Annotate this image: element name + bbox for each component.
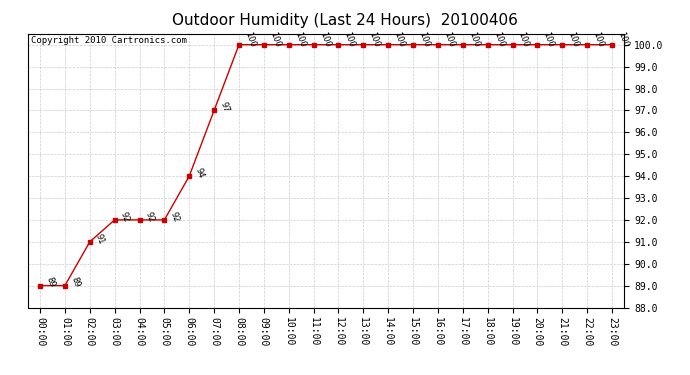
Text: 92: 92 (168, 210, 181, 223)
Text: 100: 100 (616, 30, 630, 48)
Text: 100: 100 (393, 30, 406, 48)
Text: 100: 100 (318, 30, 332, 48)
Text: 100: 100 (467, 30, 481, 48)
Text: 94: 94 (193, 166, 206, 180)
Text: 100: 100 (442, 30, 456, 48)
Text: Copyright 2010 Cartronics.com: Copyright 2010 Cartronics.com (30, 36, 186, 45)
Text: 100: 100 (492, 30, 506, 48)
Text: 100: 100 (517, 30, 531, 48)
Text: 97: 97 (218, 101, 230, 114)
Text: 100: 100 (591, 30, 605, 48)
Text: 89: 89 (44, 276, 57, 289)
Text: 100: 100 (268, 30, 282, 48)
Text: 100: 100 (542, 30, 555, 48)
Text: 92: 92 (144, 210, 156, 223)
Text: 100: 100 (293, 30, 307, 48)
Text: 89: 89 (69, 276, 81, 289)
Text: 100: 100 (417, 30, 431, 48)
Text: 91: 91 (94, 232, 106, 245)
Text: 100: 100 (368, 30, 382, 48)
Text: 100: 100 (566, 30, 580, 48)
Text: 92: 92 (119, 210, 131, 223)
Text: Outdoor Humidity (Last 24 Hours)  20100406: Outdoor Humidity (Last 24 Hours) 2010040… (172, 13, 518, 28)
Text: 100: 100 (243, 30, 257, 48)
Text: 100: 100 (343, 30, 357, 48)
